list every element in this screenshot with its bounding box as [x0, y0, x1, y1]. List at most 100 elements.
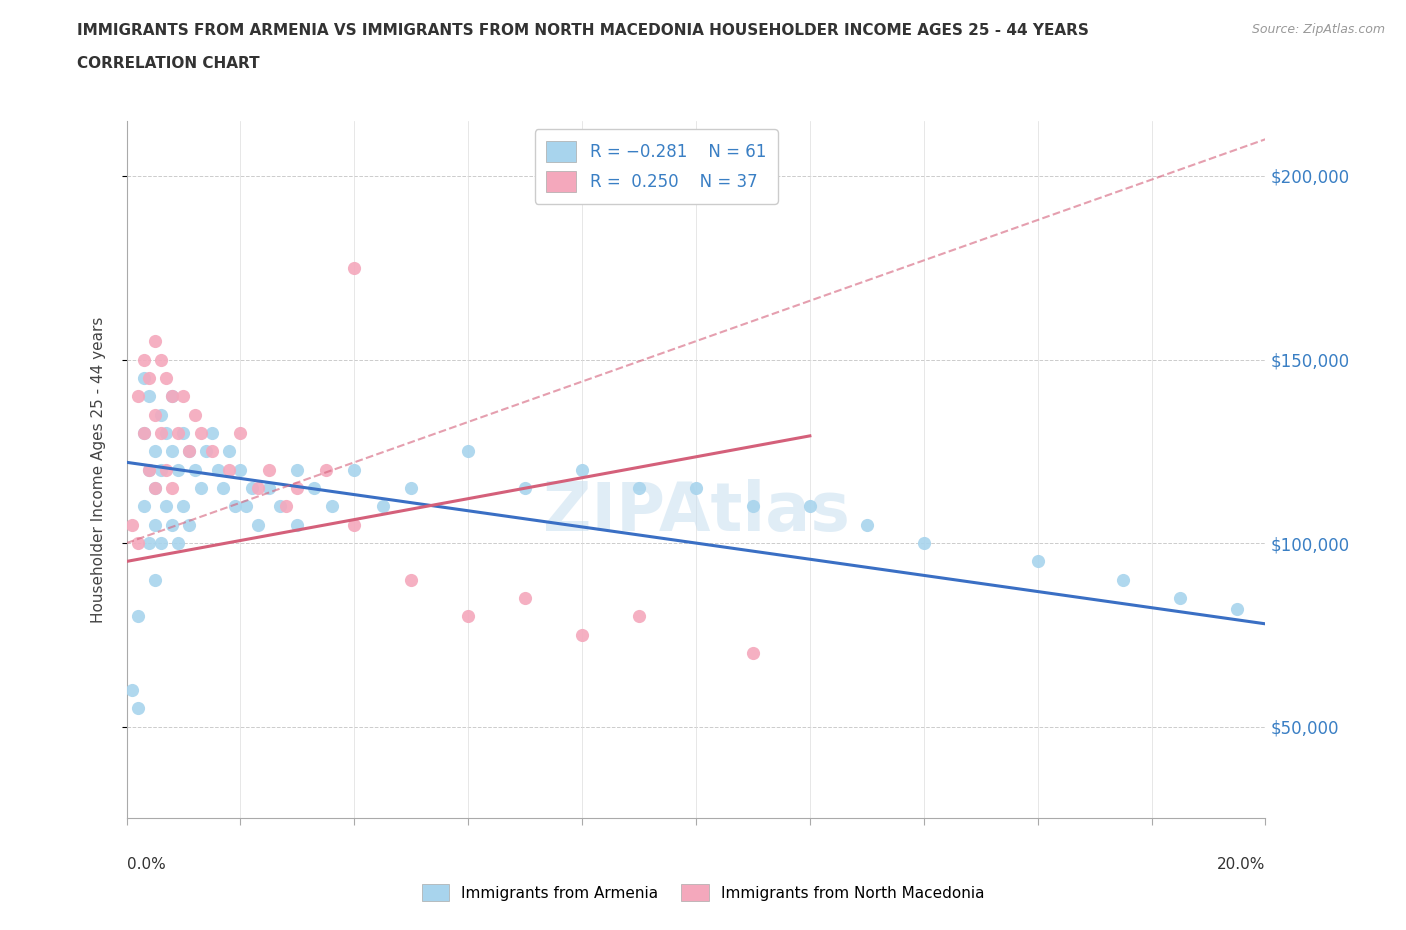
Text: 0.0%: 0.0% [127, 857, 166, 871]
Legend: Immigrants from Armenia, Immigrants from North Macedonia: Immigrants from Armenia, Immigrants from… [413, 876, 993, 909]
Text: ZIPAtlas: ZIPAtlas [543, 479, 849, 544]
Point [229, 426, 252, 441]
Point [212, 481, 235, 496]
Point [240, 481, 263, 496]
Point [184, 407, 207, 422]
Point [149, 462, 172, 477]
Point [155, 426, 177, 441]
Point [132, 352, 155, 367]
Point [218, 444, 240, 458]
Point [143, 481, 166, 496]
Point [172, 426, 194, 441]
Point [127, 389, 149, 404]
Point [179, 444, 201, 458]
Point [166, 426, 188, 441]
Point [138, 462, 160, 477]
Point [201, 426, 224, 441]
Point [132, 498, 155, 513]
Point [195, 444, 218, 458]
Point [571, 462, 593, 477]
Point [143, 334, 166, 349]
Point [155, 370, 177, 385]
Point [799, 498, 821, 513]
Point [515, 481, 537, 496]
Point [179, 517, 201, 532]
Point [160, 444, 183, 458]
Point [229, 462, 252, 477]
Point [190, 426, 212, 441]
Point [207, 462, 229, 477]
Point [287, 481, 309, 496]
Point [143, 572, 166, 587]
Point [149, 407, 172, 422]
Point [235, 498, 257, 513]
Y-axis label: Householder Income Ages 25 - 44 years: Householder Income Ages 25 - 44 years [91, 316, 105, 623]
Point [257, 462, 280, 477]
Point [127, 536, 149, 551]
Point [912, 536, 935, 551]
Point [257, 481, 280, 496]
Point [155, 498, 177, 513]
Point [121, 517, 143, 532]
Point [143, 444, 166, 458]
Point [138, 462, 160, 477]
Point [160, 481, 183, 496]
Point [274, 498, 297, 513]
Point [149, 426, 172, 441]
Point [855, 517, 877, 532]
Point [172, 498, 194, 513]
Point [143, 517, 166, 532]
Point [315, 462, 337, 477]
Point [1026, 554, 1049, 569]
Point [155, 462, 177, 477]
Point [269, 498, 291, 513]
Point [132, 370, 155, 385]
Text: CORRELATION CHART: CORRELATION CHART [77, 56, 260, 71]
Text: Source: ZipAtlas.com: Source: ZipAtlas.com [1251, 23, 1385, 36]
Point [742, 645, 765, 660]
Point [1168, 591, 1191, 605]
Text: 20.0%: 20.0% [1218, 857, 1265, 871]
Point [166, 462, 188, 477]
Point [149, 352, 172, 367]
Legend: R = −0.281    N = 61, R =  0.250    N = 37: R = −0.281 N = 61, R = 0.250 N = 37 [534, 129, 778, 204]
Point [457, 444, 479, 458]
Point [218, 462, 240, 477]
Point [401, 481, 423, 496]
Point [143, 481, 166, 496]
Point [149, 536, 172, 551]
Point [246, 517, 269, 532]
Point [287, 517, 309, 532]
Point [287, 462, 309, 477]
Point [742, 498, 765, 513]
Point [304, 481, 326, 496]
Point [628, 481, 651, 496]
Point [224, 498, 246, 513]
Point [138, 389, 160, 404]
Point [246, 481, 269, 496]
Point [371, 498, 394, 513]
Point [143, 407, 166, 422]
Point [160, 517, 183, 532]
Point [1112, 572, 1135, 587]
Point [127, 701, 149, 716]
Point [343, 517, 366, 532]
Point [132, 426, 155, 441]
Point [127, 609, 149, 624]
Point [401, 572, 423, 587]
Point [201, 444, 224, 458]
Point [457, 609, 479, 624]
Point [166, 536, 188, 551]
Point [138, 536, 160, 551]
Point [132, 426, 155, 441]
Point [1226, 602, 1249, 617]
Point [179, 444, 201, 458]
Point [571, 628, 593, 643]
Point [190, 481, 212, 496]
Point [138, 370, 160, 385]
Point [160, 389, 183, 404]
Point [515, 591, 537, 605]
Point [343, 260, 366, 275]
Point [685, 481, 707, 496]
Point [343, 462, 366, 477]
